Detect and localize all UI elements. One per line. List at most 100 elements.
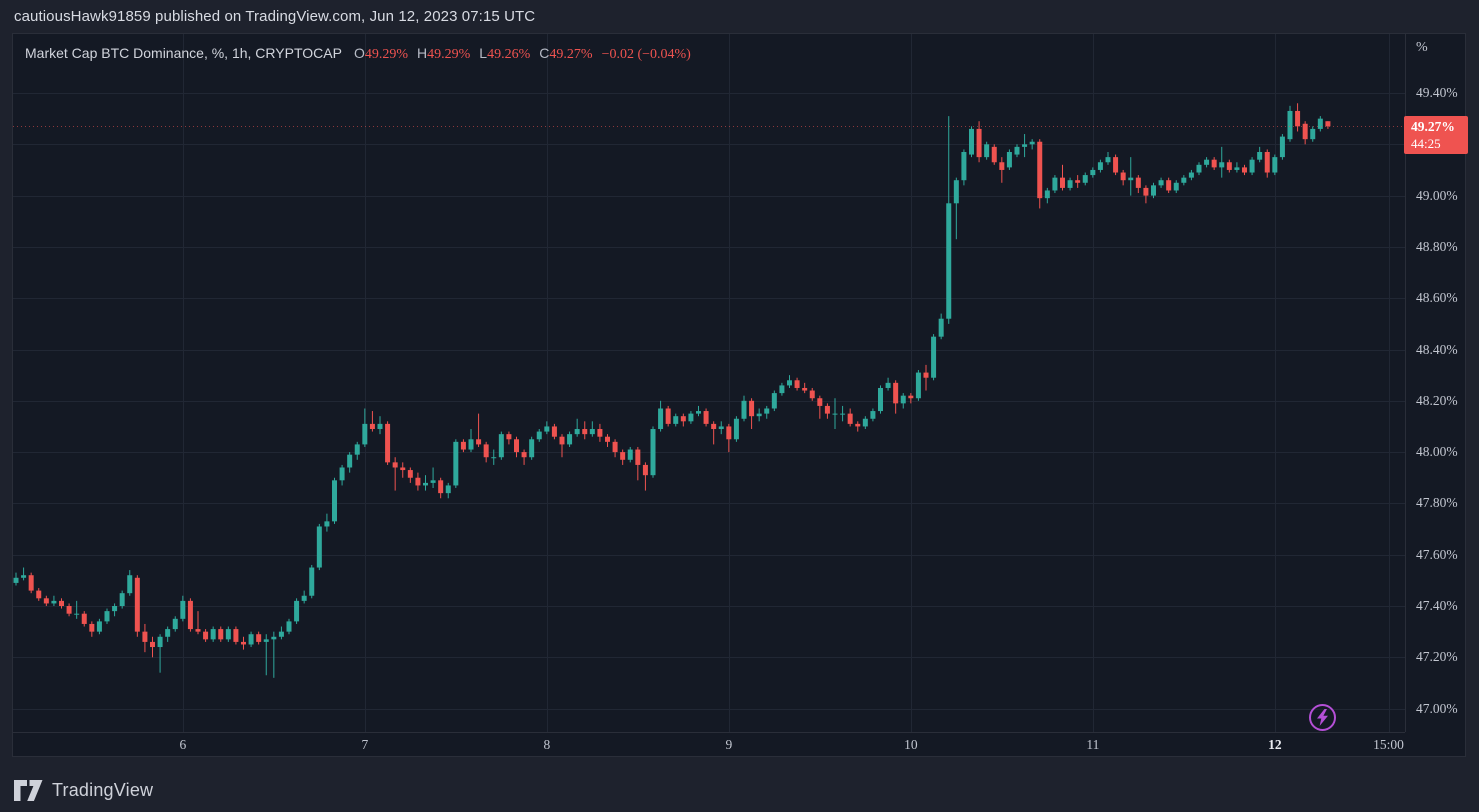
candle-body (172, 618, 178, 630)
candle-body (627, 449, 633, 460)
legend-ohlc-value: 49.29% (427, 47, 471, 62)
candle-body (1188, 172, 1194, 178)
candle-body (210, 629, 216, 640)
candle-body (1143, 187, 1149, 196)
candle-body (1226, 162, 1232, 170)
price-axis-unit: % (1416, 40, 1428, 55)
price-tick-label: 48.40% (1416, 341, 1458, 357)
price-tick-label: 48.00% (1416, 444, 1458, 460)
candle-body (294, 600, 300, 622)
candle-body (301, 595, 307, 601)
candle-body (794, 380, 800, 388)
candle-body (544, 426, 550, 432)
candle-body (711, 423, 717, 430)
candle-body (771, 393, 777, 409)
candle-body (104, 611, 110, 622)
candle-body (658, 408, 664, 430)
candle-body (491, 457, 497, 459)
candle-body (786, 380, 792, 386)
candle-body (968, 128, 974, 155)
candle-body (923, 372, 929, 378)
candle-body (802, 387, 808, 391)
candle-body (1022, 144, 1028, 147)
candle-body (354, 444, 360, 455)
candle-body (271, 636, 277, 640)
candle-body (385, 423, 391, 463)
legend-ohlc-value: 49.26% (487, 47, 531, 62)
candle-body (832, 413, 838, 415)
time-tick-label: 7 (361, 737, 369, 752)
price-tick-label: 48.20% (1416, 392, 1458, 408)
lightning-icon (1317, 709, 1328, 726)
legend-ohlc-letter: C (539, 45, 550, 61)
candle-body (203, 631, 209, 640)
legend-ohlc: O49.29% H49.29% L49.26% C49.27% (342, 45, 593, 62)
candle-body (21, 575, 27, 578)
candle-body (278, 631, 284, 637)
tradingview-logo[interactable]: TradingView (14, 776, 153, 804)
candle-body (741, 400, 747, 419)
candle-body (468, 439, 474, 450)
candle-body (1135, 177, 1141, 188)
price-tick-label: 49.40% (1416, 85, 1458, 100)
price-tick-label: 48.80% (1416, 238, 1458, 254)
candle-body (119, 593, 125, 606)
price-tick-label: 49.00% (1416, 187, 1458, 203)
candle-body (1037, 141, 1043, 199)
candle-body (574, 429, 580, 435)
legend-ohlc-value: 49.27% (549, 47, 593, 62)
candle-body (642, 464, 648, 476)
candle-body (453, 441, 459, 486)
price-chart-plot[interactable] (13, 34, 1405, 732)
candle-body (1287, 110, 1293, 140)
candle-body (536, 431, 542, 440)
candle-body (1279, 136, 1285, 158)
candle-body (362, 423, 368, 445)
candle-body (256, 634, 262, 642)
legend-change: −0.02 (−0.04%) (601, 47, 691, 62)
candle-body (36, 590, 42, 599)
candle-body (96, 621, 102, 632)
candle-body (938, 318, 944, 337)
candle-body (1310, 128, 1316, 140)
candle-body (1166, 180, 1172, 191)
candle-body (165, 629, 171, 637)
legend[interactable]: Market Cap BTC Dominance, %, 1h, CRYPTOC… (25, 45, 691, 63)
time-tick-label: 12 (1268, 737, 1282, 752)
candle-body (248, 634, 254, 645)
candle-body (483, 444, 489, 458)
candle-body (331, 480, 337, 522)
candle-body (1105, 157, 1111, 163)
candle-body (263, 639, 269, 642)
candle-body (1044, 190, 1050, 199)
candle-body (142, 631, 148, 642)
candle-body (589, 429, 595, 435)
candle-body (316, 526, 322, 568)
candle-body (733, 418, 739, 440)
candle-body (1204, 159, 1210, 165)
candle-body (1173, 182, 1179, 191)
candle-body (1257, 151, 1263, 160)
time-tick-label: 6 (179, 737, 187, 752)
candle-body (908, 395, 914, 399)
candle-body (650, 429, 656, 476)
candle-body (1325, 121, 1331, 127)
candle-body (66, 606, 72, 614)
candle-body (688, 413, 694, 422)
candle-body (58, 600, 64, 606)
candle-body (218, 629, 224, 640)
bar-countdown: 44:25 (1411, 136, 1441, 151)
last-price-value: 49.27% (1411, 119, 1455, 134)
candle-body (726, 426, 732, 440)
candle-body (847, 413, 853, 424)
time-axis[interactable]: 6 7 8 9 10 11 12 15:00 (13, 732, 1405, 757)
candle-body (149, 641, 155, 648)
candle-body (695, 411, 701, 414)
flash-publish-button[interactable] (1309, 704, 1336, 731)
candle-body (559, 436, 565, 445)
tradingview-logo-icon (14, 779, 43, 801)
candle-body (195, 629, 201, 632)
candle-body (620, 452, 626, 460)
time-tick-label: 8 (543, 737, 551, 752)
candle-body (1272, 157, 1278, 173)
